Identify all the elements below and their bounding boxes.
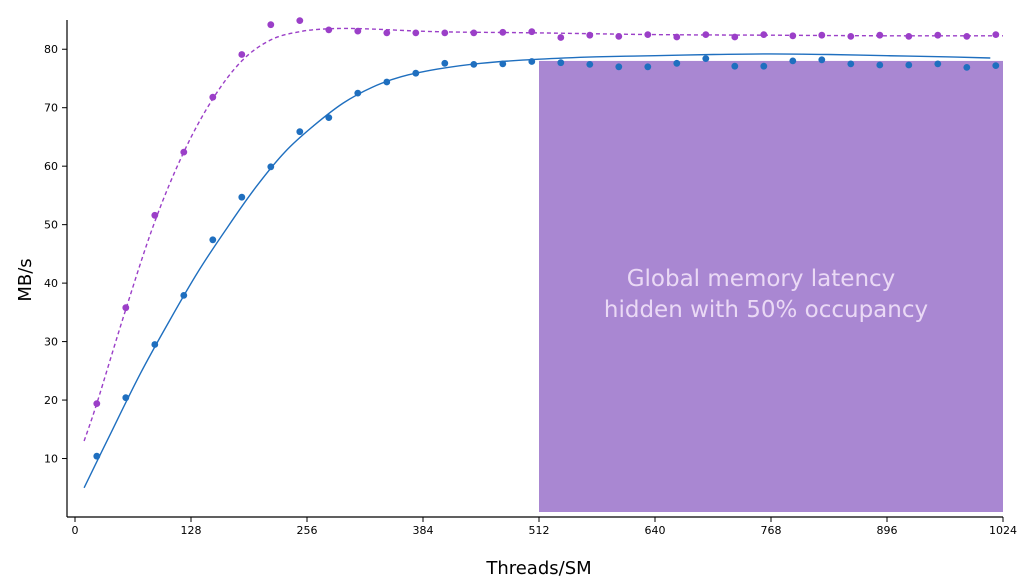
data-point-series-0 (441, 29, 449, 37)
x-tick-label: 256 (297, 524, 318, 537)
data-point-series-0 (731, 33, 739, 41)
shaded-region (539, 60, 1003, 512)
data-point-series-1 (934, 60, 942, 68)
data-point-series-1 (122, 394, 130, 402)
data-point-series-0 (557, 34, 565, 41)
x-tick-label: 768 (761, 524, 782, 537)
data-point-series-0 (209, 93, 217, 101)
y-tick-label: 10 (44, 453, 58, 466)
data-point-series-1 (325, 114, 333, 121)
data-point-series-1 (209, 236, 217, 244)
region-label-line-2: hidden with 50% occupancy (604, 297, 928, 323)
x-tick-label: 512 (529, 524, 550, 537)
data-point-series-1 (731, 62, 739, 70)
data-point-series-1 (151, 341, 159, 348)
data-point-series-1 (789, 57, 797, 65)
data-point-series-1 (499, 60, 507, 68)
data-point-series-0 (847, 33, 855, 40)
data-point-series-0 (789, 32, 797, 40)
data-point-series-1 (963, 64, 971, 71)
data-point-series-0 (122, 304, 130, 312)
data-point-series-0 (615, 33, 623, 40)
data-point-series-1 (354, 89, 362, 97)
y-tick-label: 50 (44, 219, 58, 232)
data-point-series-1 (383, 78, 391, 86)
data-point-series-0 (267, 21, 275, 29)
data-point-series-1 (296, 128, 304, 136)
data-point-series-0 (586, 31, 594, 39)
y-tick-label: 30 (44, 336, 58, 349)
data-point-series-1 (441, 59, 449, 67)
region-label: Global memory latency hidden with 50% oc… (604, 266, 928, 323)
data-point-series-0 (673, 33, 681, 41)
data-point-series-0 (93, 400, 101, 407)
data-point-series-1 (760, 62, 768, 70)
data-point-series-1 (905, 61, 913, 69)
data-point-series-1 (528, 58, 536, 65)
y-tick-label: 20 (44, 394, 58, 407)
x-tick-label: 0 (72, 524, 79, 537)
data-point-series-0 (963, 33, 971, 40)
data-point-series-0 (151, 211, 159, 219)
data-point-series-1 (644, 63, 652, 71)
data-point-series-1 (876, 61, 884, 69)
data-point-series-0 (180, 148, 188, 156)
ticks: 0 128 256 384 512 640 768 896 1024 10 20 30 40 50 60 70… (44, 43, 1017, 537)
data-point-series-0 (934, 31, 942, 39)
data-point-series-1 (470, 61, 478, 68)
data-point-series-0 (470, 29, 478, 37)
data-point-series-0 (296, 17, 304, 24)
y-axis-title: MB/s (15, 258, 36, 301)
data-point-series-0 (905, 33, 913, 40)
data-point-series-1 (992, 62, 1000, 69)
x-axis-title: Threads/SM (485, 558, 591, 579)
data-point-series-0 (383, 29, 391, 37)
data-point-series-1 (267, 163, 275, 171)
data-point-series-0 (760, 31, 768, 38)
data-point-series-0 (238, 51, 246, 58)
shaded-region-layer (539, 60, 1003, 512)
data-points (93, 17, 1000, 460)
data-point-series-0 (528, 28, 536, 36)
data-point-series-0 (702, 31, 710, 38)
data-point-series-0 (412, 29, 420, 37)
region-label-line-1: Global memory latency (627, 266, 896, 292)
data-point-series-0 (818, 31, 826, 39)
data-point-series-1 (615, 63, 623, 71)
x-tick-label: 640 (645, 524, 666, 537)
data-point-series-1 (702, 55, 710, 62)
data-point-series-0 (499, 28, 507, 36)
axes (66, 20, 1003, 518)
data-point-series-0 (992, 31, 1000, 38)
x-tick-label: 1024 (989, 524, 1017, 537)
data-point-series-1 (180, 292, 188, 299)
y-tick-label: 40 (44, 277, 58, 290)
data-point-series-1 (557, 59, 565, 67)
data-point-series-1 (412, 69, 420, 77)
x-tick-label: 128 (181, 524, 202, 537)
data-point-series-1 (93, 452, 101, 460)
trend-line-1 (83, 53, 991, 489)
data-point-series-1 (818, 56, 826, 64)
trend-line-0 (83, 27, 1004, 442)
x-tick-label: 896 (877, 524, 898, 537)
y-tick-label: 60 (44, 160, 58, 173)
data-point-series-0 (354, 27, 362, 35)
trend-lines (83, 27, 1004, 489)
data-point-series-0 (644, 31, 652, 38)
y-tick-label: 80 (44, 43, 58, 56)
data-point-series-0 (876, 31, 884, 39)
y-tick-label: 70 (44, 102, 58, 115)
data-point-series-1 (847, 60, 855, 68)
x-tick-label: 384 (413, 524, 434, 537)
data-point-series-0 (325, 26, 333, 34)
data-point-series-1 (238, 193, 246, 201)
data-point-series-1 (673, 59, 681, 67)
data-point-series-1 (586, 61, 594, 68)
